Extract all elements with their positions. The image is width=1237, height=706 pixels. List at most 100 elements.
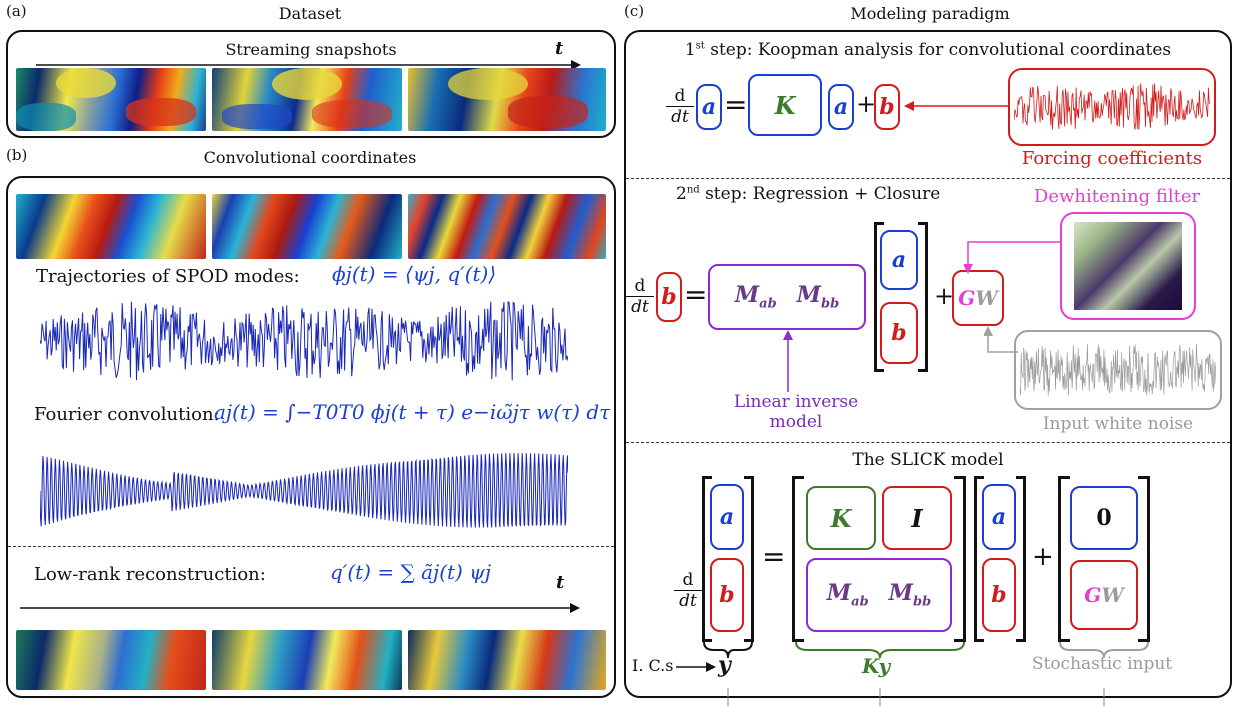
trajectories-label: Trajectories of SPOD modes: [36, 266, 300, 287]
panel-b [6, 176, 616, 698]
stochastic-input-label: Stochastic input [1031, 654, 1173, 674]
slick-b-box: b [710, 558, 744, 632]
step2-b-box: b [656, 272, 682, 322]
trajectory-equation: ϕj(t) = ⟨ψj, q′(t)⟩ [332, 262, 497, 286]
snapshot-a3 [408, 68, 606, 131]
spod-mode-3 [408, 194, 606, 259]
step2-title: 2nd step: Regression + Closure [676, 184, 941, 204]
dewhitening-label: Dewhitening filter [1033, 186, 1201, 207]
panel-a-tag: (a) [6, 2, 27, 20]
fourier-label: Fourier convolution: [34, 404, 220, 425]
slick-identity-box: I [882, 486, 952, 550]
white-noise-arrow [984, 326, 1018, 353]
reconstruction-1 [16, 630, 206, 690]
fourier-equation: aj(t) = ∫−T0T0 ϕj(t + τ) e−iω̃jτ w(τ) dτ [214, 400, 611, 424]
time-label-a: t [555, 38, 564, 59]
lim-label: Linear inverse model [733, 392, 859, 432]
slick-ab-bracket-left [974, 476, 984, 642]
slick-y-bracket-right [744, 476, 754, 642]
time-arrow-b [20, 603, 580, 613]
y-underbrace [703, 641, 753, 706]
step1-ddt: d dt [666, 86, 694, 127]
ics-arrow [676, 662, 716, 672]
ky-symbol: Ky [862, 654, 891, 678]
slick-m-box: Mab Mbb [806, 558, 952, 632]
panel-c-title: Modeling paradigm [850, 4, 1010, 23]
step1-title: 1st step: Koopman analysis for convoluti… [684, 40, 1172, 60]
step2-vector-bracket-right [918, 222, 928, 372]
forcing-signal-box [1008, 68, 1216, 146]
slick-zero-box: 0 [1070, 486, 1138, 550]
dewhitening-arrow [964, 241, 1062, 274]
snapshot-a2 [212, 68, 402, 131]
m-bb: Mbb [796, 282, 840, 312]
forcing-coefficients-label: Forcing coefficients [1021, 148, 1203, 169]
slick-input-bracket-right [1138, 476, 1150, 642]
lowrank-equation: q′(t) = ∑ ãj(t) ψj [330, 560, 492, 584]
lim-arrow [783, 330, 793, 392]
panel-c [624, 30, 1232, 698]
step2-plus: + [934, 282, 955, 310]
snapshot-a1 [16, 68, 206, 131]
slick-a-box-2: a [982, 484, 1016, 550]
slick-k-bracket-left [792, 476, 804, 642]
step1-b-box: b [874, 84, 900, 130]
slick-a-box: a [710, 484, 744, 550]
white-noise-signal [1020, 343, 1216, 396]
step2-b-box-2: b [880, 302, 918, 364]
lim-matrix-box: Mab Mbb [708, 264, 866, 330]
panel-a-title: Dataset [278, 4, 342, 23]
step2-ddt: d dt [626, 276, 654, 317]
reconstruction-3 [408, 630, 606, 690]
panel-c-tag: (c) [624, 2, 645, 20]
y-symbol: y [718, 652, 731, 678]
reconstruction-2 [212, 630, 402, 690]
step2-equals: = [684, 278, 708, 311]
time-arrow-a [36, 60, 581, 70]
panel-b-tag: (b) [6, 146, 28, 164]
slick-m-bb: Mbb [888, 580, 932, 610]
step1-a-box-2: a [828, 84, 854, 130]
slick-input-bracket-left [1058, 476, 1070, 642]
slick-y-bracket-left [702, 476, 712, 642]
slick-m-ab: Mab [826, 580, 869, 610]
ky-underbrace [795, 641, 965, 706]
step1-equals: = [724, 88, 748, 121]
slick-ab-bracket-right [1016, 476, 1026, 642]
slick-plus: + [1032, 542, 1054, 572]
slick-k-box: K [806, 486, 876, 550]
m-ab: Mab [734, 282, 777, 312]
slick-k-bracket-right [954, 476, 966, 642]
streaming-snapshots-label: Streaming snapshots [225, 40, 397, 59]
ics-label: I. C.s [632, 656, 674, 675]
spod-mode-2 [212, 194, 402, 259]
panel-b-title: Convolutional coordinates [203, 148, 417, 167]
step1-plus: + [856, 90, 877, 118]
white-noise-box [1014, 330, 1222, 410]
stochastic-underbrace [1059, 641, 1149, 706]
time-label-b: t [556, 572, 565, 593]
step2-a-box: a [880, 230, 918, 290]
forcing-signal [1014, 83, 1210, 130]
step1-a-box: a [696, 84, 722, 130]
slick-ddt: d dt [674, 570, 702, 611]
convolution-signal [40, 453, 568, 528]
panel-b-divider [8, 546, 614, 547]
dewhitening-filter-image [1074, 222, 1182, 310]
dewhitening-filter-box [1060, 212, 1196, 320]
slick-equals: = [762, 540, 786, 573]
spod-mode-1 [16, 194, 206, 259]
koopman-k-box: K [748, 74, 822, 136]
spod-trajectory-signal [40, 300, 568, 381]
lowrank-label: Low-rank reconstruction: [34, 564, 266, 585]
panel-a: Streaming snapshots [6, 30, 616, 138]
panel-c-divider-1 [626, 178, 1230, 179]
forcing-arrow [904, 101, 1008, 111]
panel-c-divider-2 [626, 442, 1230, 443]
white-noise-label: Input white noise [1042, 414, 1194, 434]
slick-b-box-2: b [982, 558, 1016, 632]
slick-title: The SLICK model [852, 450, 1004, 470]
step2-vector-bracket-left [874, 222, 884, 372]
